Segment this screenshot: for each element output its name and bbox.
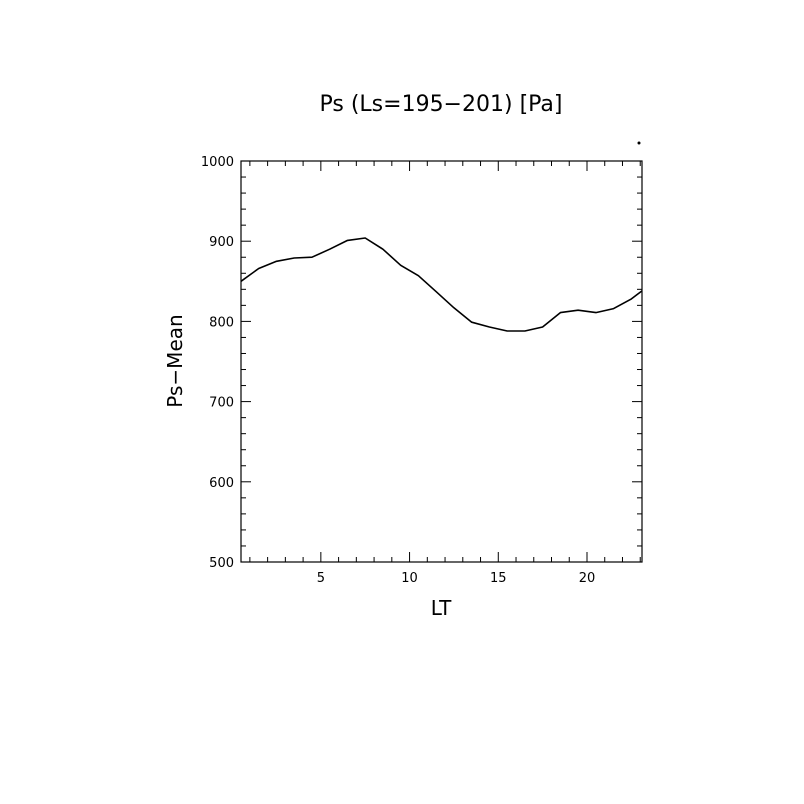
axis-ticks (241, 160, 642, 563)
y-tick-label: 800 (209, 315, 234, 330)
y-tick-label: 600 (209, 476, 234, 491)
data-lines (240, 237, 643, 332)
series-line (240, 237, 643, 332)
y-tick-label: 500 (209, 556, 234, 571)
y-tick-label: 700 (209, 396, 234, 411)
x-tick-label: 15 (490, 571, 507, 586)
chart-title: Ps (Ls=195−201) [Pa] (320, 92, 563, 117)
x-tick-label: 10 (401, 571, 418, 586)
x-axis-label: LT (431, 596, 452, 620)
corner-marker-dot (637, 141, 641, 145)
y-tick-label: 900 (209, 235, 234, 250)
y-axis-label: Ps−Mean (163, 314, 187, 407)
x-tick-labels: 5 10 15 20 (317, 571, 596, 586)
plot-frame (240, 160, 643, 563)
x-tick-label: 5 (317, 571, 325, 586)
y-tick-labels: 500 600 700 800 900 1000 (201, 155, 234, 571)
y-tick-label: 1000 (201, 155, 234, 170)
x-tick-label: 20 (579, 571, 596, 586)
